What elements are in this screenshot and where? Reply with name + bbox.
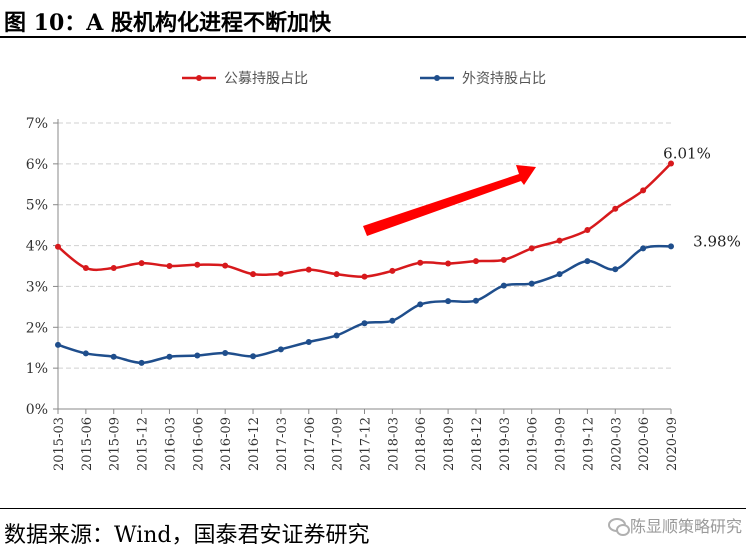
data-point bbox=[640, 187, 647, 194]
data-point bbox=[222, 350, 229, 357]
x-tick-label: 2018-03 bbox=[386, 417, 401, 471]
x-tick-label: 2015-03 bbox=[52, 417, 67, 471]
data-point bbox=[277, 270, 284, 277]
x-tick-label: 2017-09 bbox=[331, 417, 346, 471]
y-tick-label: 5% bbox=[26, 198, 48, 214]
data-point bbox=[361, 273, 368, 280]
data-point bbox=[55, 243, 61, 250]
y-tick-label: 1% bbox=[26, 361, 48, 377]
data-point bbox=[445, 298, 452, 305]
data-point bbox=[194, 352, 201, 359]
data-point bbox=[138, 359, 145, 366]
data-point bbox=[472, 258, 479, 265]
title-bar: 图 10：A 股机构化进程不断加快 bbox=[0, 0, 746, 38]
data-point bbox=[250, 271, 257, 278]
end-value-label: 6.01% bbox=[663, 144, 711, 162]
x-tick-label: 2018-12 bbox=[470, 417, 485, 471]
x-tick-label: 2016-12 bbox=[247, 417, 262, 471]
data-point bbox=[222, 262, 229, 269]
x-tick-label: 2016-03 bbox=[163, 417, 178, 471]
data-point bbox=[640, 245, 647, 252]
data-point bbox=[445, 260, 452, 267]
figure-title: 图 10：A 股机构化进程不断加快 bbox=[4, 10, 332, 36]
data-point bbox=[556, 237, 563, 244]
data-point bbox=[612, 205, 619, 212]
x-tick-label: 2019-03 bbox=[498, 417, 513, 471]
data-point bbox=[361, 320, 368, 327]
watermark: 陈显顺策略研究 bbox=[607, 513, 742, 537]
x-tick-label: 2015-12 bbox=[136, 417, 151, 471]
data-point bbox=[472, 297, 479, 304]
y-tick-label: 3% bbox=[26, 279, 48, 295]
data-point bbox=[82, 265, 89, 272]
x-tick-label: 2016-06 bbox=[191, 417, 206, 471]
x-tick-label: 2015-06 bbox=[80, 417, 95, 471]
y-tick-label: 2% bbox=[26, 320, 48, 336]
data-point bbox=[389, 267, 396, 274]
data-point bbox=[584, 227, 591, 234]
data-point bbox=[333, 332, 340, 339]
data-point bbox=[668, 243, 674, 250]
x-tick-label: 2020-09 bbox=[665, 417, 680, 471]
wechat-icon bbox=[607, 518, 630, 536]
data-point bbox=[500, 256, 507, 263]
data-point bbox=[417, 259, 424, 266]
trend-arrow bbox=[363, 165, 536, 236]
series-line-1 bbox=[57, 162, 672, 278]
x-tick-label: 2019-12 bbox=[581, 417, 596, 471]
data-point bbox=[55, 341, 61, 348]
y-tick-label: 6% bbox=[26, 157, 48, 173]
source-bar: 数据来源：Wind，国泰君安证券研究 陈显顺策略研究 bbox=[0, 508, 746, 548]
data-point bbox=[250, 353, 257, 360]
data-point bbox=[389, 317, 396, 324]
data-point bbox=[277, 346, 284, 353]
x-tick-label: 2019-06 bbox=[526, 417, 541, 471]
x-tick-label: 2019-09 bbox=[554, 417, 569, 471]
data-point bbox=[500, 282, 507, 289]
data-point bbox=[528, 280, 535, 287]
data-point bbox=[305, 338, 312, 345]
data-point bbox=[333, 271, 340, 278]
legend-label-2: 外资持股占比 bbox=[462, 71, 546, 87]
data-point bbox=[110, 265, 117, 272]
x-tick-label: 2017-03 bbox=[275, 417, 290, 471]
data-point bbox=[166, 263, 173, 269]
x-tick-label: 2020-06 bbox=[637, 417, 652, 471]
source-note: 数据来源：Wind，国泰君安证券研究 bbox=[4, 523, 370, 548]
x-tick-label: 2017-06 bbox=[303, 417, 318, 471]
data-point bbox=[528, 245, 535, 252]
x-tick-label: 2020-03 bbox=[609, 417, 624, 471]
data-point bbox=[110, 353, 117, 360]
data-point bbox=[82, 350, 89, 357]
x-tick-label: 2018-09 bbox=[442, 417, 457, 471]
end-value-label: 3.98% bbox=[693, 232, 741, 250]
data-point bbox=[305, 266, 312, 273]
y-tick-label: 0% bbox=[26, 402, 48, 418]
line-chart: 0% 1% 2% 3% 4% 5% 6% 7% 2015-03 2015-06 2015-09 201… bbox=[26, 71, 741, 471]
y-tick-label: 4% bbox=[26, 239, 48, 255]
legend-marker-1 bbox=[196, 75, 202, 81]
data-point bbox=[612, 266, 619, 273]
y-tick-label: 7% bbox=[26, 116, 48, 132]
data-point bbox=[138, 260, 145, 267]
legend-label-1: 公募持股占比 bbox=[224, 71, 308, 87]
data-point bbox=[556, 271, 563, 278]
data-point bbox=[194, 261, 201, 268]
data-point bbox=[166, 353, 173, 360]
x-tick-label: 2015-09 bbox=[108, 417, 123, 471]
x-tick-label: 2017-12 bbox=[359, 417, 374, 471]
legend-marker-2 bbox=[434, 75, 440, 81]
watermark-text: 陈显顺策略研究 bbox=[629, 517, 742, 536]
data-point bbox=[668, 160, 674, 167]
data-point bbox=[584, 258, 591, 265]
x-tick-label: 2016-09 bbox=[219, 417, 234, 471]
x-tick-label: 2018-06 bbox=[414, 417, 429, 471]
data-point bbox=[417, 301, 424, 308]
